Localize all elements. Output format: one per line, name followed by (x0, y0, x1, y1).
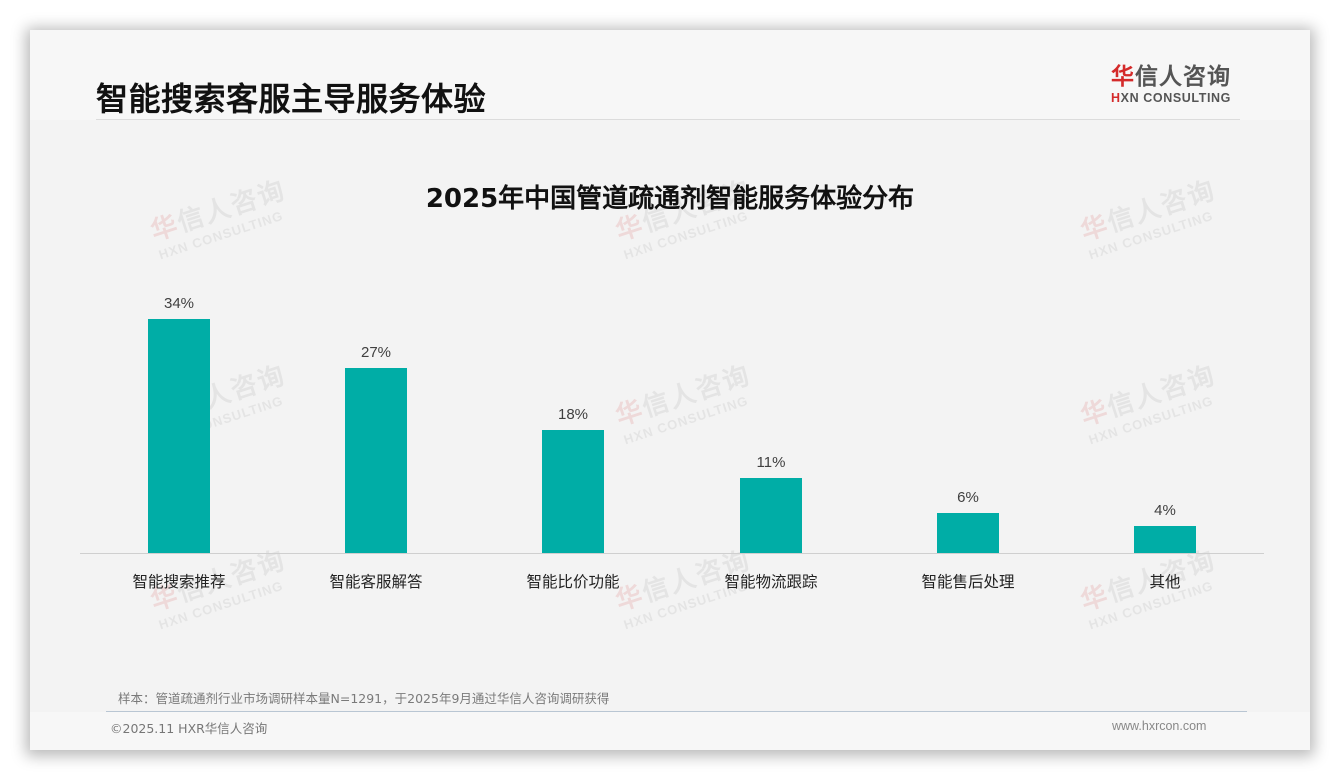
bar-value-label: 18% (557, 405, 589, 423)
copyright-text: ©2025.11 HXR华信人咨询 (110, 721, 268, 736)
category-label: 智能物流跟踪 (724, 573, 818, 591)
bar (148, 319, 210, 554)
logo-en: HXN CONSULTING (1111, 91, 1251, 105)
category-label: 其他 (1149, 573, 1181, 591)
bar-value-label: 6% (957, 488, 979, 506)
page-title: 智能搜索客服主导服务体验 (96, 80, 487, 118)
logo-cn: 华信人咨询 (1111, 64, 1251, 90)
sample-footnote: 样本：管道疏通剂行业市场调研样本量N=1291，于2025年9月通过华信人咨询调… (118, 691, 610, 706)
slide: 智能搜索客服主导服务体验 华信人咨询 HXN CONSULTING 华信人咨询 H… (30, 30, 1310, 750)
bar-value-label: 11% (756, 454, 786, 472)
bar (1134, 526, 1196, 554)
bar (740, 478, 802, 554)
bar-value-label: 34% (163, 295, 195, 313)
logo-cn-rest: 信人咨询 (1135, 64, 1231, 90)
website-link[interactable]: www.hxrcon.com (1112, 719, 1207, 733)
logo-en-rest: XN CONSULTING (1120, 91, 1231, 105)
header-band (30, 30, 1310, 120)
header-divider (96, 119, 1240, 120)
bar (937, 512, 999, 554)
footer-band (30, 712, 1310, 750)
category-label: 智能比价功能 (526, 573, 620, 591)
bar-value-label: 27% (360, 343, 392, 361)
bar-chart-plot (80, 260, 1264, 554)
category-label: 智能搜索推荐 (132, 573, 226, 591)
company-logo: 华信人咨询 HXN CONSULTING (1111, 64, 1251, 110)
category-label: 智能售后处理 (921, 573, 1015, 591)
bar (542, 429, 604, 554)
bar (345, 367, 407, 554)
chart-title: 2025年中国管道疏通剂智能服务体验分布 (425, 184, 915, 214)
logo-cn-red: 华 (1111, 64, 1135, 90)
category-label: 智能客服解答 (329, 573, 423, 591)
bar-value-label: 4% (1154, 502, 1176, 520)
footer-divider (106, 711, 1247, 712)
logo-en-red: H (1111, 91, 1121, 105)
x-axis-line (80, 553, 1264, 554)
